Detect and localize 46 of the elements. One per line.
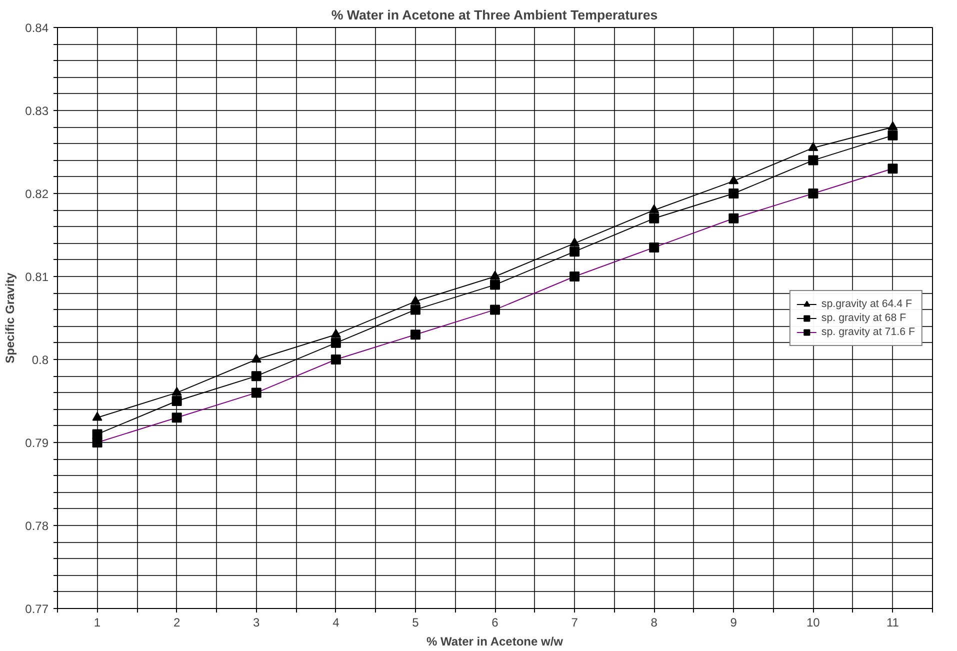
point	[251, 371, 262, 382]
point	[570, 238, 580, 246]
x-tick-label: 3	[253, 616, 260, 630]
x-tick-label: 7	[571, 616, 578, 630]
x-tick-label: 10	[806, 616, 820, 630]
x-tick-label: 11	[886, 616, 900, 630]
x-tick-label: 2	[173, 616, 180, 630]
x-tick-label: 4	[332, 616, 340, 630]
y-tick-label: 0.84	[25, 21, 49, 35]
point	[410, 304, 420, 315]
point	[808, 142, 818, 151]
point	[251, 354, 262, 363]
point	[649, 213, 660, 224]
point	[728, 188, 739, 198]
x-axis-title: % Water in Acetone w/w	[426, 634, 564, 648]
point	[490, 280, 500, 290]
point	[490, 270, 500, 280]
legend-label: sp.gravity at 64.4 F	[821, 296, 912, 310]
point	[172, 396, 182, 406]
y-tick-label: 0.78	[25, 519, 49, 533]
point	[888, 121, 898, 130]
legend-label: sp. gravity at 71.6 F	[821, 324, 915, 338]
point	[410, 296, 420, 304]
y-tick-label: 0.77	[25, 602, 49, 616]
point	[728, 175, 739, 184]
x-tick-label: 9	[730, 616, 738, 630]
x-tick-label: 1	[94, 616, 101, 630]
point	[330, 338, 341, 348]
y-axis-title: Specific Gravity	[3, 272, 18, 364]
x-tick-label: 8	[650, 616, 658, 630]
chart-title: % Water in Acetone at Three Ambient Temperatures	[331, 8, 658, 22]
point	[808, 155, 818, 166]
point	[649, 204, 660, 214]
point	[570, 246, 580, 257]
point	[888, 130, 898, 140]
x-tick-label: 5	[412, 616, 420, 630]
y-tick-label: 0.81	[25, 270, 49, 284]
y-tick-label: 0.82	[25, 187, 49, 201]
point	[172, 387, 182, 396]
y-tick-label: 0.83	[25, 104, 49, 118]
point	[330, 328, 341, 338]
x-tick-label: 6	[492, 616, 499, 630]
point	[92, 412, 102, 421]
y-tick-label: 0.79	[25, 436, 49, 450]
y-tick-label: 0.8	[32, 353, 49, 367]
legend-label: sp. gravity at 68 F	[821, 310, 906, 324]
